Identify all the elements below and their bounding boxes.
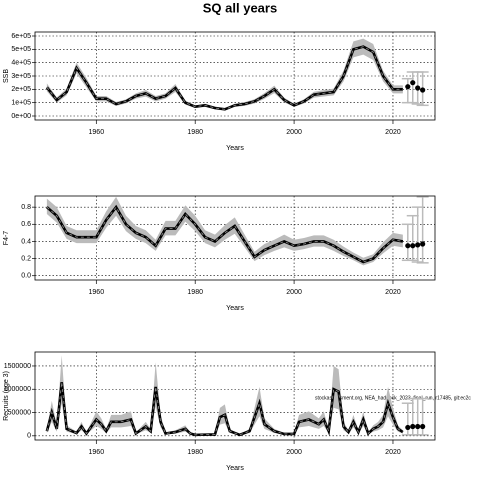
x-tick-label: 1960 (89, 129, 105, 136)
estimate-line-dash (46, 46, 403, 110)
y-tick-label: 6e+05 (11, 33, 31, 40)
forecast-point (410, 80, 416, 86)
x-axis-label: Years (226, 145, 244, 152)
page-title: SQ all years (203, 0, 277, 15)
y-tick-label: 3e+05 (11, 73, 31, 80)
x-tick-label: 1960 (89, 289, 105, 296)
y-tick-label: 0.2 (21, 255, 31, 262)
estimate-line-dash (46, 206, 403, 263)
x-axis-label: Years (226, 465, 244, 472)
confidence-band (46, 38, 403, 111)
forecast-point (410, 423, 416, 430)
forecast-point (415, 423, 421, 430)
x-tick-label: 2020 (385, 449, 401, 456)
x-tick-label: 2000 (286, 449, 302, 456)
forecast-point (420, 87, 426, 93)
y-tick-label: 4e+05 (11, 60, 31, 67)
y-tick-label: 0.8 (21, 204, 31, 211)
x-axis-label: Years (226, 305, 244, 312)
x-tick-label: 1980 (187, 129, 203, 136)
confidence-band (46, 196, 403, 266)
x-tick-label: 2020 (385, 129, 401, 136)
x-tick-label: 1960 (89, 449, 105, 456)
y-tick-label: 1000000 (4, 386, 31, 393)
y-tick-label: 2e+05 (11, 86, 31, 93)
y-tick-label: 500000 (8, 409, 31, 416)
forecast-point (420, 423, 426, 430)
forecast-point (405, 424, 411, 431)
y-tick-label: 0.4 (21, 238, 31, 245)
plot-frame (34, 351, 436, 441)
y-tick-label: 5e+05 (11, 46, 31, 53)
forecast-point (405, 243, 411, 249)
forecast-point (415, 242, 421, 248)
x-tick-label: 2020 (385, 289, 401, 296)
y-axis-label: F4-7 (3, 231, 10, 246)
y-tick-label: 1500000 (4, 363, 31, 370)
y-tick-label: 0.0 (21, 273, 31, 280)
confidence-band (46, 355, 403, 436)
x-tick-label: 2000 (286, 129, 302, 136)
x-tick-label: 1980 (187, 289, 203, 296)
forecast-point (420, 241, 426, 247)
forecast-point (410, 243, 416, 249)
forecast-point (405, 84, 411, 90)
forecast-point (415, 85, 421, 91)
y-tick-label: 0e+00 (11, 113, 31, 120)
y-axis-label: SSB (3, 69, 10, 83)
y-tick-label: 1e+05 (11, 100, 31, 107)
x-tick-label: 2000 (286, 289, 302, 296)
y-tick-label: 0 (27, 433, 31, 440)
plot-frame (34, 195, 436, 281)
y-tick-label: 0.6 (21, 221, 31, 228)
x-tick-label: 1980 (187, 449, 203, 456)
plot-frame (34, 31, 436, 121)
y-axis-label: Recruits (age 3) (3, 371, 10, 421)
estimate-line-dash (46, 382, 404, 436)
